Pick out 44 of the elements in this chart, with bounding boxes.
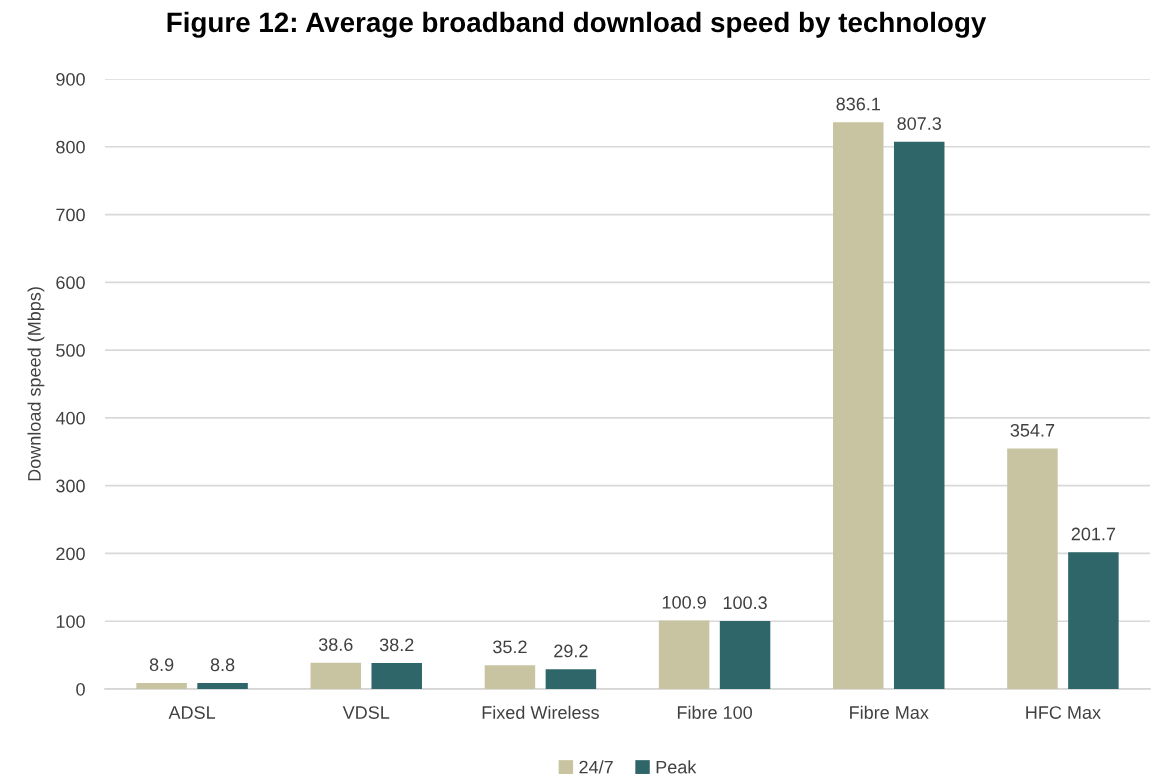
legend-label: 24/7: [579, 760, 613, 774]
x-tick-label: VDSL: [342, 706, 390, 719]
x-tick-label: Fixed Wireless: [482, 705, 599, 719]
bar: [371, 663, 422, 689]
bar: [484, 665, 536, 689]
bar: [658, 620, 710, 689]
x-tick-label: HFC Max: [1026, 706, 1101, 719]
y-tick-label: 200: [56, 547, 85, 561]
y-tick-label: 800: [56, 140, 85, 154]
y-tick-label: 700: [56, 208, 85, 222]
x-tick-label: ADSL: [168, 706, 216, 719]
bar: [197, 683, 248, 689]
bar: [136, 682, 187, 689]
y-tick-label: 0: [76, 682, 85, 696]
data-label: 201.7: [1071, 527, 1116, 541]
y-tick-label: 600: [56, 276, 85, 290]
data-label: 35.2: [493, 640, 527, 654]
data-label: 807.3: [897, 117, 942, 130]
y-tick-label: 900: [56, 72, 85, 86]
data-label: 8.8: [210, 658, 235, 672]
bar: [545, 669, 597, 689]
data-label: 100.9: [662, 595, 706, 609]
data-label: 836.1: [836, 97, 880, 111]
y-axis-title: Download speed (Mbps): [27, 287, 45, 481]
data-label: 100.3: [723, 596, 767, 610]
bar: [893, 141, 945, 689]
y-tick-label: 100: [56, 615, 85, 628]
bar: [1007, 448, 1058, 689]
data-label: 38.6: [318, 638, 353, 651]
chart-title: Figure 12: Average broadband download speed by technology: [167, 11, 987, 38]
data-label: 29.2: [554, 644, 588, 658]
y-tick-label: 400: [55, 411, 85, 425]
data-label: 354.7: [1010, 423, 1055, 437]
x-tick-label: Fibre 100: [677, 705, 753, 719]
legend-label: Peak: [656, 760, 697, 774]
bar: [719, 621, 771, 689]
bar: [310, 662, 362, 689]
y-tick-label: 500: [56, 344, 85, 357]
bar: [833, 122, 884, 689]
data-label: 8.9: [149, 658, 174, 672]
data-label: 38.2: [379, 638, 414, 652]
y-tick-label: 300: [56, 479, 85, 493]
bar: [1068, 552, 1119, 689]
x-tick-label: Fibre Max: [850, 705, 929, 719]
